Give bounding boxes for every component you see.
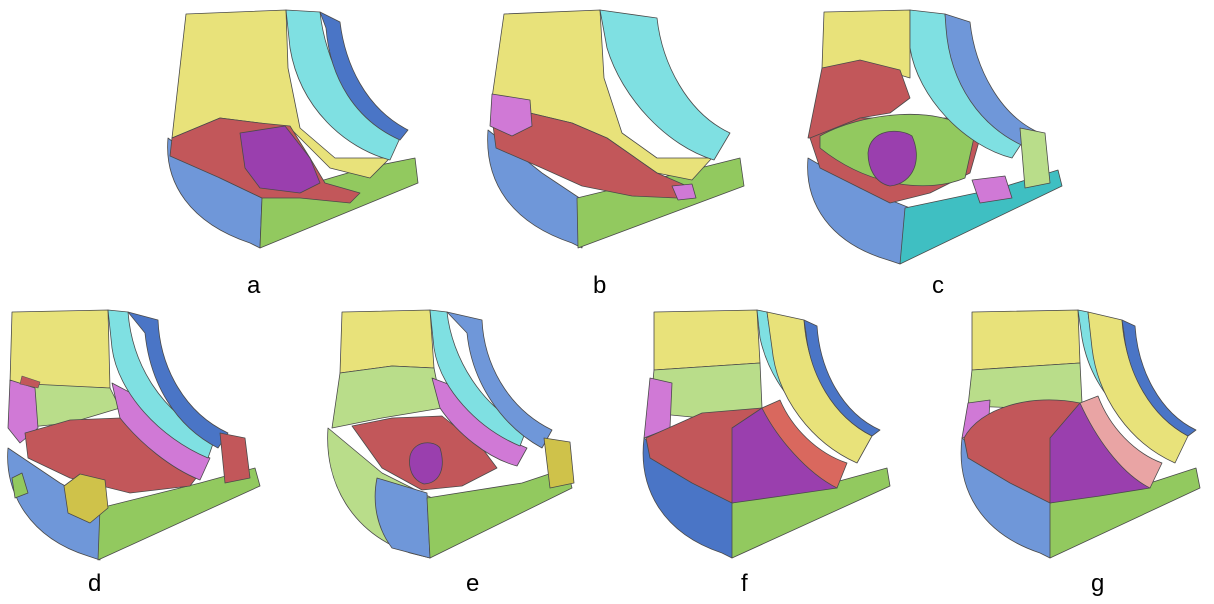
panel-c-model: [807, 9, 1063, 265]
panel-d-label: d: [88, 570, 102, 597]
panel-b: b: [482, 8, 762, 298]
segment-purple-core: [867, 130, 917, 187]
panel-e-label: e: [466, 570, 480, 597]
segment-green-floor: [259, 157, 419, 249]
segment-red-cavity: [24, 417, 201, 494]
segment-purple-core: [409, 442, 443, 485]
segment-blue-rim: [319, 11, 409, 141]
panel-a-model: [167, 9, 419, 249]
segment-red-fleck: [19, 375, 41, 389]
panel-c-label: c: [932, 272, 944, 299]
segment-magenta-right: [671, 183, 697, 201]
segment-magenta-right: [971, 175, 1013, 204]
segment-yellow-wall: [653, 309, 761, 371]
segment-yellow-wall: [9, 309, 111, 389]
panel-d-model: [7, 309, 261, 561]
segment-green-tab: [1019, 127, 1051, 189]
panel-e: e: [322, 308, 602, 596]
segment-blue-corner: [374, 477, 431, 559]
segment-salmon-block: [761, 399, 848, 489]
segment-blue-rim: [1121, 319, 1197, 437]
segment-green-patch: [11, 472, 29, 499]
panel-b-model: [487, 9, 745, 249]
segment-purple: [239, 125, 321, 194]
segment-cyan-rim: [599, 9, 731, 161]
segment-red-tab: [219, 432, 251, 484]
segment-blue-base: [807, 157, 911, 265]
panel-b-label: b: [593, 272, 607, 299]
panel-a: a: [150, 8, 430, 298]
segment-cyan-rim: [107, 309, 216, 459]
panel-g-model: [960, 309, 1201, 559]
panel-c: c: [800, 8, 1080, 298]
panel-a-label: a: [247, 272, 261, 299]
segment-olive-block: [63, 473, 109, 524]
segment-olive-tab: [543, 437, 575, 489]
panel-g: g: [950, 308, 1214, 596]
panel-f: f: [632, 308, 912, 596]
segment-pink-block: [1079, 395, 1163, 489]
segment-magenta-left: [489, 93, 533, 137]
segment-blue-rim: [803, 319, 881, 437]
panel-g-label: g: [1091, 570, 1105, 597]
segment-yellow-wall: [971, 309, 1081, 371]
panel-f-model: [642, 309, 891, 559]
panel-d: d: [0, 308, 280, 596]
segment-yellow-wall: [339, 309, 435, 374]
segment-blue-rim: [446, 311, 553, 449]
panel-e-model: [327, 309, 575, 559]
panel-f-label: f: [741, 570, 748, 597]
